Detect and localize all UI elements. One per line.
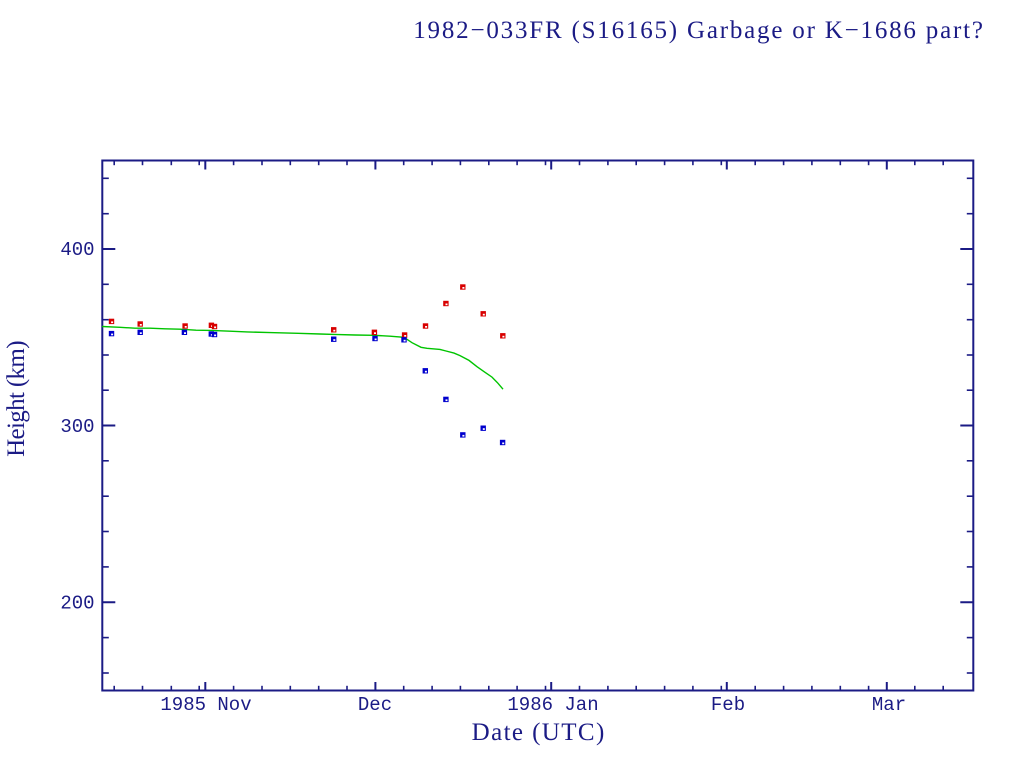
svg-text:1985 Nov: 1985 Nov xyxy=(160,694,251,716)
svg-text:400: 400 xyxy=(60,239,94,261)
svg-text:300: 300 xyxy=(60,416,94,438)
svg-text:1986 Jan: 1986 Jan xyxy=(507,694,598,716)
svg-text:Dec: Dec xyxy=(358,694,392,716)
svg-text:Feb: Feb xyxy=(711,694,745,716)
svg-text:Mar: Mar xyxy=(872,694,906,716)
svg-text:Height (km): Height (km) xyxy=(3,341,30,457)
svg-text:200: 200 xyxy=(60,593,94,615)
svg-text:Date (UTC): Date (UTC) xyxy=(472,719,606,746)
svg-text:1982−033FR (S16165) Garbage or: 1982−033FR (S16165) Garbage or K−1686 pa… xyxy=(413,17,985,44)
